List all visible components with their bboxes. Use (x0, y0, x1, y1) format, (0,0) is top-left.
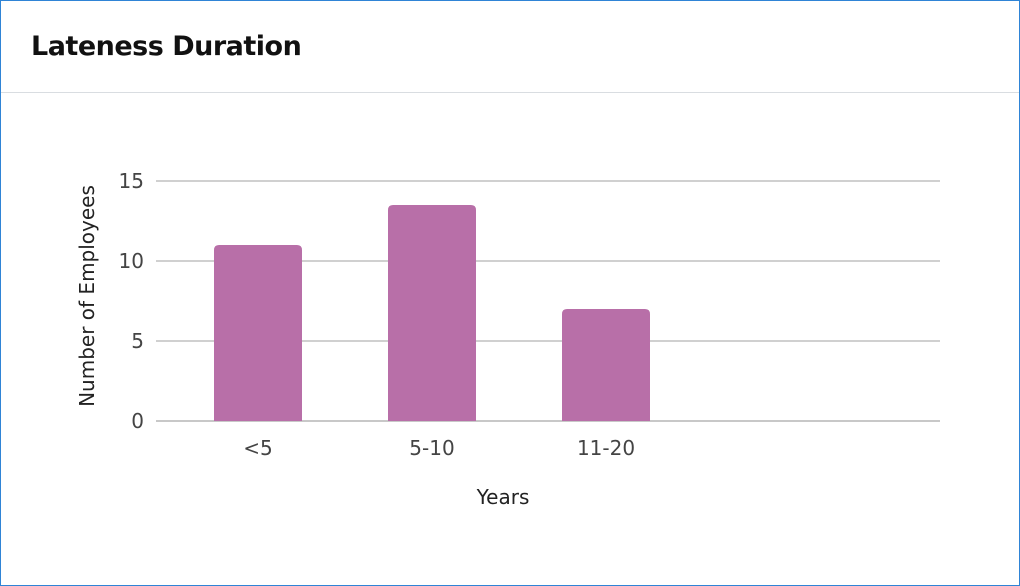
bar (388, 205, 476, 421)
x-axis-title: Years (476, 485, 530, 509)
y-tick-label: 5 (131, 329, 144, 353)
card-title: Lateness Duration (31, 31, 302, 62)
y-axis-ticks: 0 5 10 15 (119, 169, 144, 433)
bar (214, 245, 302, 421)
y-tick-label: 10 (119, 249, 144, 273)
y-tick-label: 0 (131, 409, 144, 433)
bar (562, 309, 650, 421)
x-tick-label: 11-20 (577, 436, 635, 460)
card-header: Lateness Duration (1, 1, 1019, 93)
y-tick-label: 15 (119, 169, 144, 193)
x-tick-label: <5 (243, 436, 272, 460)
x-axis-ticks: <5 5-10 11-20 (243, 436, 635, 460)
y-axis-title: Number of Employees (75, 185, 99, 407)
x-tick-label: 5-10 (409, 436, 454, 460)
bars (214, 205, 650, 421)
